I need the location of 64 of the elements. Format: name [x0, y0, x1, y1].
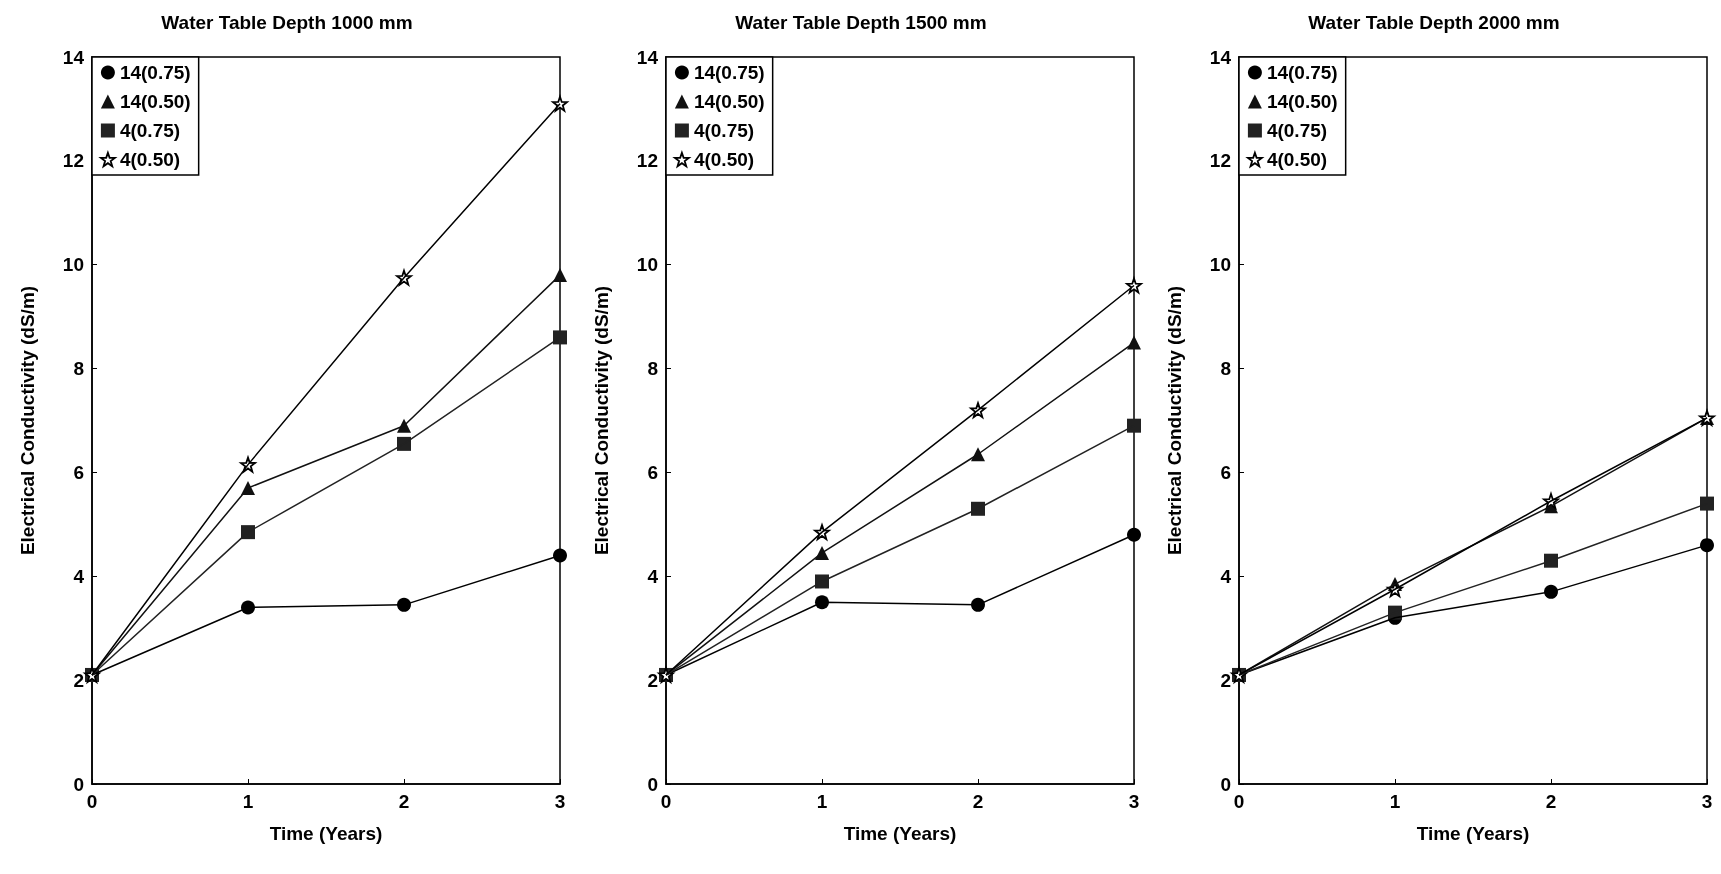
y-tick-label: 8 [1220, 358, 1232, 380]
x-tick-label: 3 [1702, 791, 1713, 812]
y-tick-label: 12 [62, 150, 84, 172]
y-tick-label: 6 [73, 461, 84, 483]
x-axis-title: Time (Years) [843, 823, 956, 844]
x-tick-label: 1 [242, 791, 254, 812]
x-tick-label: 1 [816, 791, 828, 812]
chart-title: Water Table Depth 1500 mm [735, 12, 987, 33]
chart-title: Water Table Depth 2000 mm [1308, 12, 1560, 33]
x-tick-label: 1 [1390, 791, 1402, 812]
y-tick-label: 6 [647, 461, 658, 483]
point [1700, 496, 1715, 511]
y-tick-label: 0 [647, 773, 658, 795]
legend-label: 4(0.75) [693, 120, 754, 141]
legend-label: 4(0.50) [1267, 149, 1328, 170]
y-tick-label: 2 [73, 669, 84, 691]
legend-label: 14(0.75) [119, 62, 191, 83]
y-tick-label: 0 [1220, 773, 1232, 795]
legend-label: 4(0.75) [119, 120, 181, 141]
y-tick-label: 6 [1220, 461, 1232, 483]
y-tick-label: 14 [636, 46, 659, 68]
x-axis-title: Time (Years) [269, 823, 383, 844]
y-tick-label: 14 [62, 46, 85, 68]
y-axis-title: Electrical Conductivity (dS/m) [1164, 285, 1186, 556]
legend-label: 14(0.50) [693, 91, 765, 112]
y-axis-title: Electrical Conductivity (dS/m) [17, 285, 38, 556]
x-tick-label: 2 [398, 791, 410, 812]
legend-label: 14(0.50) [119, 91, 191, 112]
chart-title: Water Table Depth 1000 mm [161, 12, 413, 33]
x-tick-label: 2 [1546, 791, 1557, 812]
y-tick-label: 12 [636, 150, 658, 172]
x-tick-label: 0 [1234, 791, 1245, 812]
legend-label: 4(0.50) [693, 149, 754, 170]
point [1126, 418, 1141, 433]
y-tick-label: 10 [62, 254, 84, 276]
legend-label: 14(0.75) [693, 62, 765, 83]
legend-label: 4(0.50) [119, 149, 181, 170]
y-tick-label: 8 [73, 358, 84, 380]
point [553, 330, 567, 345]
y-tick-label: 12 [1210, 150, 1232, 172]
x-tick-label: 0 [86, 791, 98, 812]
y-tick-label: 10 [636, 254, 658, 276]
y-tick-label: 8 [647, 358, 658, 380]
point [1126, 527, 1141, 542]
legend-label: 14(0.50) [1267, 91, 1338, 112]
x-tick-label: 2 [972, 791, 983, 812]
point [1125, 277, 1142, 294]
y-tick-label: 14 [1210, 46, 1232, 68]
point [1126, 335, 1141, 350]
y-tick-label: 2 [647, 669, 658, 691]
y-tick-label: 4 [1220, 565, 1232, 587]
x-tick-label: 3 [554, 791, 566, 812]
legend-label: 4(0.75) [1267, 120, 1328, 141]
point [1700, 538, 1715, 553]
y-tick-label: 4 [73, 565, 85, 587]
y-axis-title: Electrical Conductivity (dS/m) [590, 285, 612, 556]
x-axis-title: Time (Years) [1416, 823, 1530, 844]
point [553, 548, 567, 563]
y-tick-label: 10 [1210, 254, 1232, 276]
legend-label: 14(0.75) [1267, 62, 1338, 83]
y-tick-label: 4 [647, 565, 659, 587]
x-tick-label: 3 [1128, 791, 1139, 812]
y-tick-label: 0 [73, 773, 84, 795]
y-tick-label: 2 [1220, 669, 1232, 691]
